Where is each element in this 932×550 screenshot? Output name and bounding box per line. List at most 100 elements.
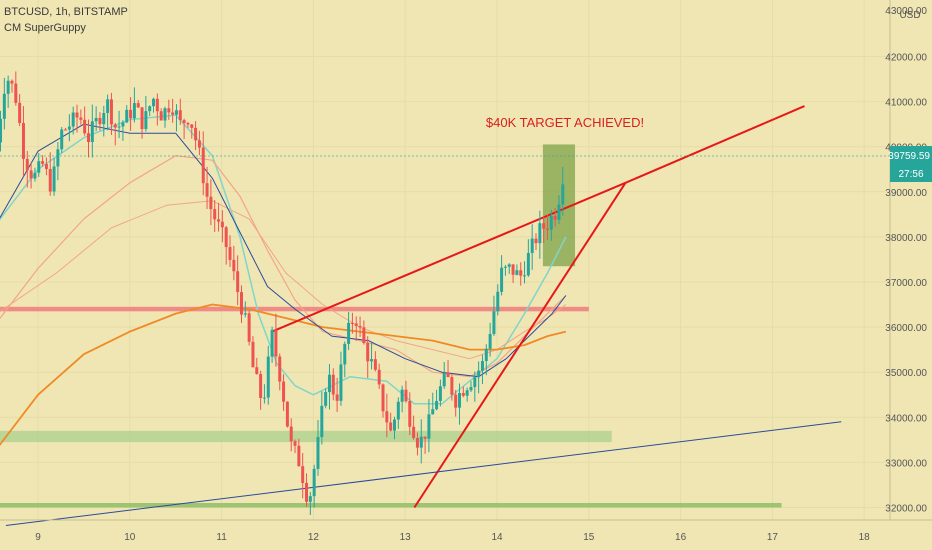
candle-up [515, 270, 519, 275]
candle-up [526, 253, 530, 276]
candle-down [415, 437, 419, 448]
y-tick-label: 34000.00 [885, 413, 927, 424]
x-tick-label: 16 [675, 532, 687, 543]
candle-down [534, 238, 538, 244]
candle-down [335, 394, 339, 401]
y-tick-label: 38000.00 [885, 233, 927, 244]
candle-up [144, 111, 148, 130]
current-price-text: 39759.59 [888, 151, 930, 162]
candle-down [545, 228, 549, 230]
candle-down [140, 107, 144, 130]
candle-up [117, 126, 121, 128]
candle-down [331, 374, 335, 395]
candle-down [450, 377, 454, 395]
candle-down [228, 247, 232, 260]
candle-down [182, 120, 186, 124]
candle-up [458, 393, 462, 408]
candle-up [2, 93, 6, 119]
candle-down [155, 98, 159, 112]
candle-up [266, 356, 270, 398]
candle-down [209, 196, 213, 210]
x-tick-label: 15 [583, 532, 595, 543]
candle-up [94, 117, 98, 122]
candle-up [400, 389, 404, 402]
candle-up [538, 223, 542, 244]
candle-up [503, 266, 507, 268]
candle-up [312, 468, 316, 497]
candle-down [171, 112, 175, 115]
candle-down [285, 401, 289, 427]
candle-up [530, 238, 534, 254]
candle-up [469, 387, 473, 391]
candle-down [297, 445, 301, 467]
candle-up [496, 291, 500, 312]
candle-down [381, 384, 385, 412]
candle-down [377, 369, 381, 385]
candle-down [41, 161, 45, 164]
candle-up [106, 99, 110, 114]
countdown-text: 27:56 [898, 169, 923, 180]
candle-up [477, 370, 481, 378]
x-tick-label: 10 [124, 532, 136, 543]
candle-up [347, 322, 351, 344]
indicator-label[interactable]: CM SuperGuppy [4, 22, 86, 34]
candle-down [305, 482, 309, 502]
candle-down [194, 127, 198, 141]
candle-down [44, 163, 48, 169]
candle-down [239, 292, 243, 315]
candle-up [56, 149, 60, 167]
candle-down [167, 108, 171, 113]
candle-down [205, 183, 209, 197]
candle-down [178, 110, 182, 121]
x-tick-label: 14 [491, 532, 503, 543]
y-tick-label: 37000.00 [885, 278, 927, 289]
candle-down [404, 389, 408, 402]
candle-down [423, 436, 427, 439]
candle-up [308, 496, 312, 502]
currency-label[interactable]: USD [899, 10, 920, 21]
candle-down [14, 83, 18, 103]
candle-up [438, 386, 442, 401]
candle-up [327, 374, 331, 393]
candle-down [461, 393, 465, 396]
candle-down [446, 372, 450, 378]
candle-down [519, 270, 523, 276]
time-axis[interactable]: 9 10 11 12 13 14 15 16 17 18 [35, 532, 870, 543]
candle-down [412, 426, 416, 438]
zone-support_upper [0, 430, 612, 443]
x-tick-label: 11 [216, 532, 227, 543]
candle-up [465, 390, 469, 396]
candle-down [278, 356, 282, 382]
candle-down [366, 343, 370, 362]
candle-up [561, 184, 565, 205]
symbol-label[interactable]: BTCUSD, 1h, BITSTAMP [4, 6, 128, 18]
y-tick-label: 32000.00 [885, 504, 927, 515]
candle-up [270, 329, 274, 357]
indicator-lines [0, 105, 842, 526]
countdown-tag [890, 165, 932, 182]
candle-up [67, 126, 71, 130]
candle-up [148, 106, 152, 112]
candle-down [48, 168, 52, 192]
candle-up [500, 267, 504, 292]
candle-down [232, 259, 236, 272]
candle-up [316, 437, 320, 469]
candle-up [523, 275, 527, 277]
candle-down [113, 124, 117, 128]
candle-down [282, 381, 286, 402]
x-tick-label: 17 [767, 532, 779, 543]
y-tick-label-partial: 43000.00 [885, 6, 927, 17]
candle-up [557, 204, 561, 220]
candle-down [21, 123, 25, 159]
candle-up [174, 110, 178, 115]
candle-up [324, 392, 328, 406]
candle-up [473, 377, 477, 388]
candle-up [152, 98, 156, 107]
candle-down [251, 341, 255, 368]
candle-down [542, 223, 546, 229]
candle-down [64, 129, 68, 131]
candle-up [343, 343, 347, 365]
candle-up [435, 400, 439, 410]
y-tick-label: 35000.00 [885, 368, 927, 379]
